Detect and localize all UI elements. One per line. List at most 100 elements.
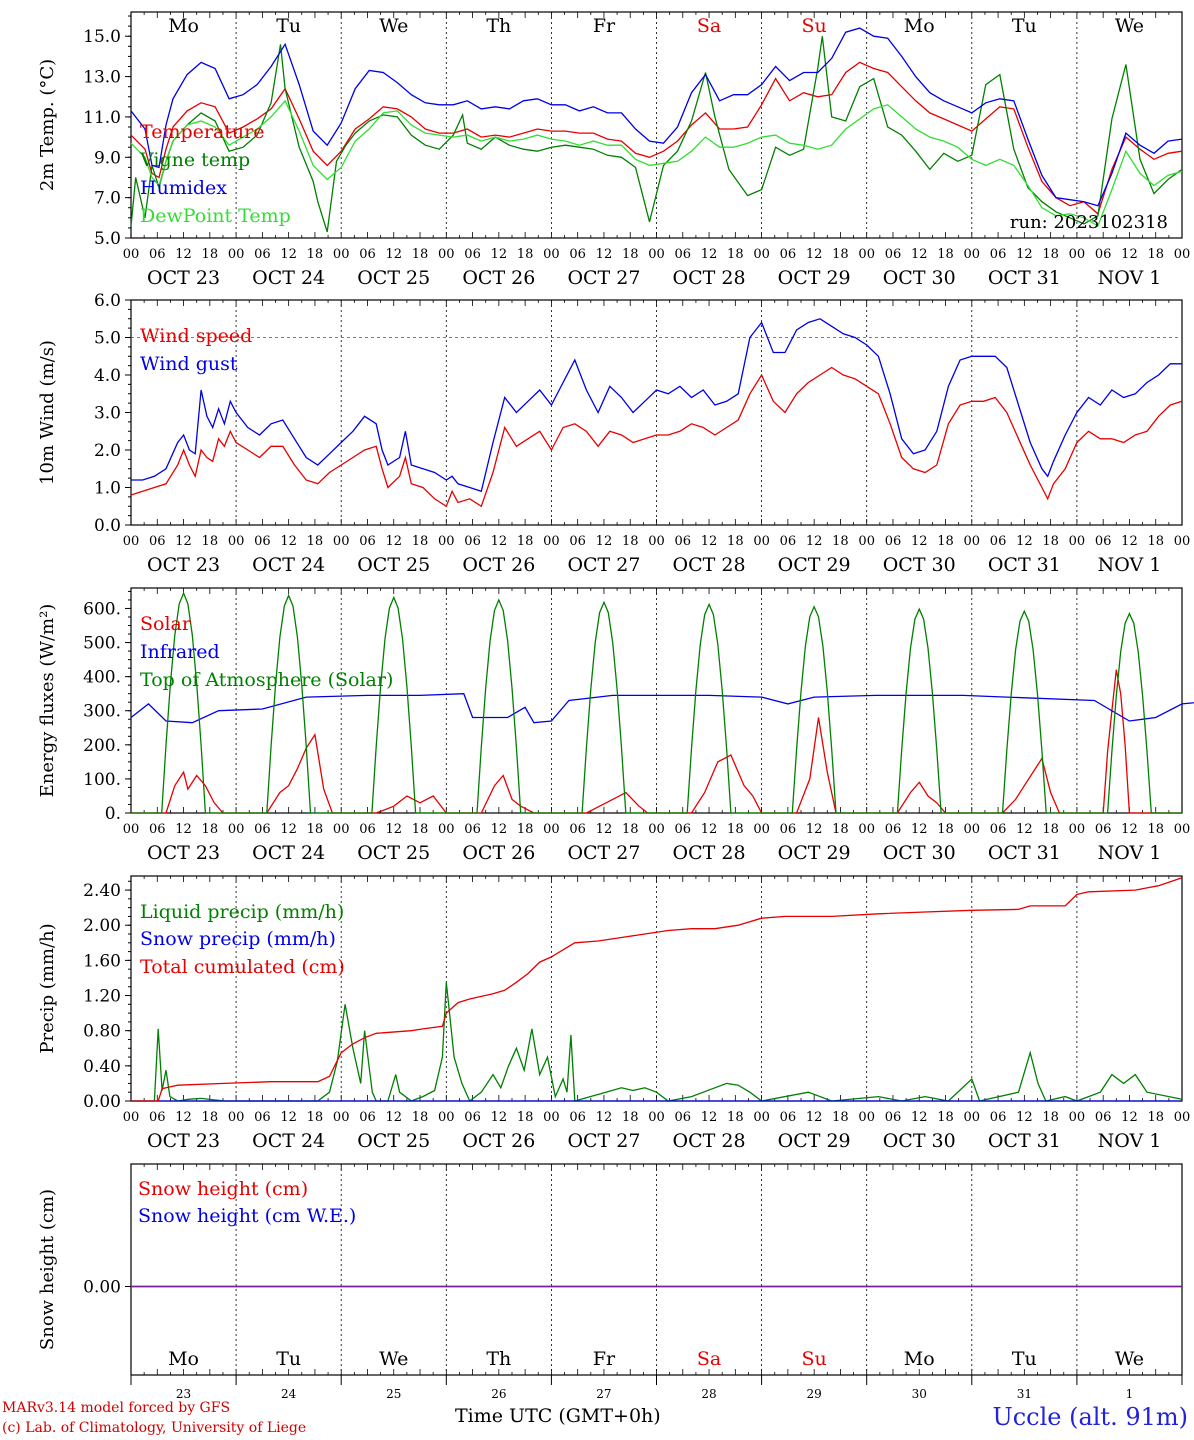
hour-label: 06: [464, 822, 481, 837]
day-name: Fr: [593, 1348, 616, 1370]
legend-solar: Solar: [140, 613, 192, 635]
day-number: 25: [386, 1387, 401, 1400]
hour-label: 00: [1069, 534, 1086, 549]
hour-label: 06: [464, 1110, 481, 1125]
legend-dewpoint-temp: DewPoint Temp: [140, 205, 291, 227]
day-number: 23: [176, 1387, 191, 1400]
legend-snow-precip-mm-h-: Snow precip (mm/h): [140, 928, 336, 950]
day-number: 1: [1126, 1387, 1134, 1400]
hour-label: 00: [753, 1110, 770, 1125]
y-tick-label: 300.: [83, 702, 121, 722]
meteogram: 5.07.09.011.013.015.02m Temp. (°C) Temper…: [37, 11, 1194, 1400]
hour-label: 18: [1147, 247, 1164, 262]
y-tick-label: 9.0: [94, 148, 121, 168]
day-name: Th: [486, 1348, 511, 1370]
date-label: NOV 1: [1098, 267, 1162, 289]
hour-label: 00: [648, 822, 665, 837]
hour-label: 18: [307, 822, 324, 837]
hour-label: 00: [964, 534, 981, 549]
hour-label: 18: [832, 247, 849, 262]
hour-label: 12: [280, 247, 297, 262]
y-axis-label: 2m Temp. (°C): [37, 59, 58, 191]
date-label: OCT 30: [883, 267, 956, 289]
hour-label: 18: [622, 822, 639, 837]
hour-label: 18: [1147, 822, 1164, 837]
date-label: NOV 1: [1098, 842, 1162, 864]
date-label: OCT 26: [462, 842, 535, 864]
date-label: OCT 27: [567, 267, 640, 289]
hour-label: 12: [175, 822, 192, 837]
hour-label: 06: [254, 1110, 271, 1125]
hour-label: 18: [832, 822, 849, 837]
hour-label: 18: [622, 247, 639, 262]
hour-label: 12: [806, 822, 823, 837]
y-tick-label: 2.40: [83, 881, 121, 901]
hour-label: 12: [806, 1110, 823, 1125]
y-axis-label: Snow height (cm): [37, 1189, 58, 1350]
legend-humidex: Humidex: [140, 177, 227, 199]
hour-label: 00: [1069, 1110, 1086, 1125]
y-tick-label: 500.: [83, 634, 121, 654]
day-number: 28: [701, 1387, 716, 1400]
hour-label: 18: [727, 1110, 744, 1125]
legend-vigne-temp: Vigne temp: [139, 149, 250, 171]
hour-label: 12: [596, 822, 613, 837]
hour-label: 12: [1016, 534, 1033, 549]
date-label: OCT 23: [147, 267, 220, 289]
hour-label: 12: [911, 1110, 928, 1125]
hour-label: 00: [228, 822, 245, 837]
date-label: OCT 25: [357, 267, 430, 289]
legend-snow-height-cm-: Snow height (cm): [138, 1178, 308, 1200]
y-tick-label: 0.: [105, 804, 121, 824]
y-tick-label: 6.0: [94, 291, 121, 311]
series-line-humidex: [130, 27, 1183, 207]
y-tick-label: 200.: [83, 736, 121, 756]
hour-label: 00: [1069, 247, 1086, 262]
hour-label: 18: [517, 534, 534, 549]
date-label: OCT 28: [673, 842, 746, 864]
hour-label: 18: [1042, 822, 1059, 837]
series-line-temperature: [130, 61, 1183, 215]
hour-label: 18: [1042, 247, 1059, 262]
hour-label: 12: [385, 1110, 402, 1125]
hour-label: 00: [543, 247, 560, 262]
y-tick-label: 2.0: [94, 441, 121, 461]
y-axis-label: Energy fluxes (W/m²): [37, 604, 58, 798]
hour-label: 06: [990, 822, 1007, 837]
hour-label: 18: [517, 822, 534, 837]
date-label: OCT 24: [252, 267, 325, 289]
hour-label: 06: [990, 247, 1007, 262]
y-tick-label: 600.: [83, 599, 121, 619]
hour-label: 18: [832, 1110, 849, 1125]
y-tick-label: 5.0: [94, 329, 121, 349]
date-label: NOV 1: [1098, 554, 1162, 576]
date-label: OCT 28: [673, 1130, 746, 1152]
hour-label: 18: [202, 822, 219, 837]
hour-label: 06: [885, 822, 902, 837]
day-name: Tu: [276, 1348, 301, 1370]
hour-label: 06: [675, 1110, 692, 1125]
hour-label: 06: [675, 534, 692, 549]
hour-label: 06: [1095, 822, 1112, 837]
hour-label: 06: [464, 534, 481, 549]
hour-label: 18: [937, 534, 954, 549]
hour-label: 12: [701, 534, 718, 549]
hour-label: 18: [727, 534, 744, 549]
hour-label: 00: [543, 1110, 560, 1125]
hour-label: 12: [911, 247, 928, 262]
y-tick-label: 1.20: [83, 987, 121, 1007]
hour-label: 00: [333, 247, 350, 262]
hour-label: 12: [1121, 822, 1138, 837]
day-name: We: [1115, 15, 1144, 37]
hour-label: 18: [622, 1110, 639, 1125]
y-tick-label: 5.0: [94, 229, 121, 249]
x-axis-title: Time UTC (GMT+0h): [455, 1405, 661, 1427]
hour-label: 18: [1147, 1110, 1164, 1125]
legend-wind-speed: Wind speed: [140, 325, 252, 347]
hour-label: 12: [806, 534, 823, 549]
hour-label: 06: [569, 1110, 586, 1125]
hour-label: 00: [648, 534, 665, 549]
date-label: OCT 31: [988, 842, 1061, 864]
hour-label: 06: [1095, 534, 1112, 549]
hour-label: 06: [1095, 1110, 1112, 1125]
